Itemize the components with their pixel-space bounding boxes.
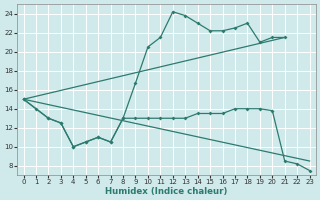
X-axis label: Humidex (Indice chaleur): Humidex (Indice chaleur) — [105, 187, 228, 196]
